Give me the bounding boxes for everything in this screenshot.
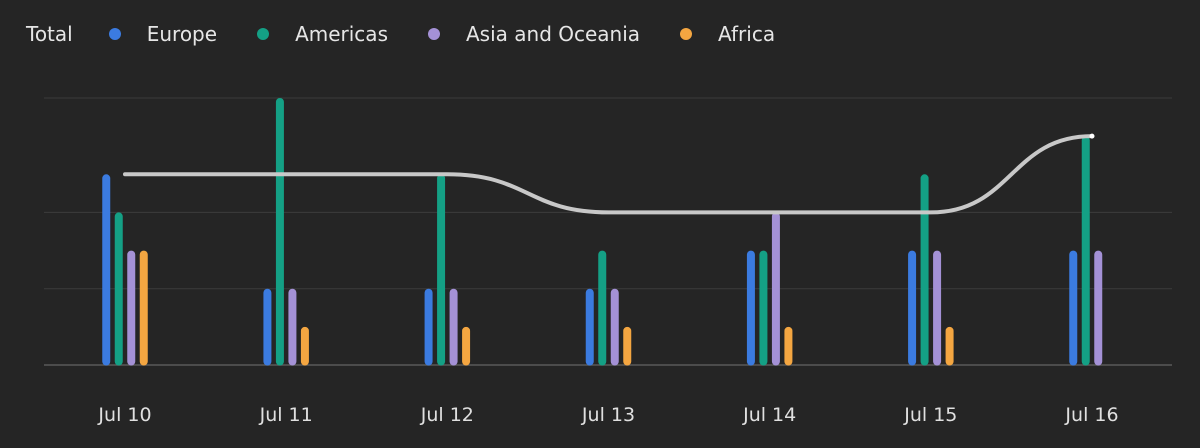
bar-asia-and-oceania[interactable] (449, 288, 458, 366)
bar-africa[interactable] (623, 326, 632, 366)
x-tick-label: Jul 15 (903, 404, 957, 426)
legend-dot-europe-icon (108, 28, 121, 40)
bar-americas[interactable] (920, 174, 929, 366)
bar-europe[interactable] (746, 250, 755, 366)
x-tick-label: Jul 13 (581, 404, 635, 426)
bar-africa[interactable] (784, 326, 793, 366)
bar-europe[interactable] (263, 288, 272, 366)
legend-label-americas: Americas (295, 22, 388, 46)
total-line (123, 134, 1094, 215)
bar-europe[interactable] (1069, 250, 1078, 366)
bar-europe[interactable] (908, 250, 917, 366)
legend-label-europe: Europe (146, 22, 218, 46)
legend-dot-africa-icon (680, 28, 693, 40)
legend-dot-americas-icon (257, 28, 270, 40)
bar-asia-and-oceania[interactable] (933, 250, 942, 366)
x-tick-label: Jul 10 (97, 404, 151, 426)
bar-asia-and-oceania[interactable] (127, 250, 136, 366)
legend-item-asia-oceania[interactable]: Asia and Oceania (427, 22, 641, 46)
x-tick-label: Jul 16 (1064, 404, 1118, 426)
bar-americas[interactable] (114, 212, 123, 366)
legend-label-asia-oceania: Asia and Oceania (465, 22, 641, 46)
bar-americas[interactable] (1081, 136, 1090, 366)
bar-asia-and-oceania[interactable] (610, 288, 619, 366)
bar-americas[interactable] (275, 98, 284, 366)
legend-label-africa: Africa (718, 22, 776, 46)
bar-africa[interactable] (945, 326, 954, 366)
bar-europe[interactable] (424, 288, 433, 366)
bar-europe[interactable] (585, 288, 594, 366)
total-line-end-point (1089, 133, 1095, 139)
bar-americas[interactable] (759, 250, 768, 366)
bar-africa[interactable] (139, 250, 148, 366)
bar-asia-and-oceania[interactable] (288, 288, 297, 366)
bar-africa[interactable] (300, 326, 309, 366)
bar-asia-and-oceania[interactable] (771, 212, 780, 366)
legend-item-americas[interactable]: Americas (257, 22, 388, 46)
legend-item-africa[interactable]: Africa (680, 22, 775, 46)
legend-item-europe[interactable]: Europe (108, 22, 218, 46)
bar-europe[interactable] (102, 174, 111, 366)
bar-asia-and-oceania[interactable] (1094, 250, 1103, 366)
x-tick-label: Jul 14 (742, 404, 796, 426)
legend-total-label[interactable]: Total (26, 22, 73, 46)
bar-americas[interactable] (598, 250, 607, 366)
bar-africa[interactable] (462, 326, 471, 366)
legend: Total Europe Americas Asia and Oceania A… (26, 18, 815, 50)
x-tick-label: Jul 11 (259, 404, 313, 426)
x-tick-label: Jul 12 (420, 404, 474, 426)
legend-dot-asia-oceania-icon (427, 28, 440, 40)
bar-americas[interactable] (437, 174, 446, 366)
